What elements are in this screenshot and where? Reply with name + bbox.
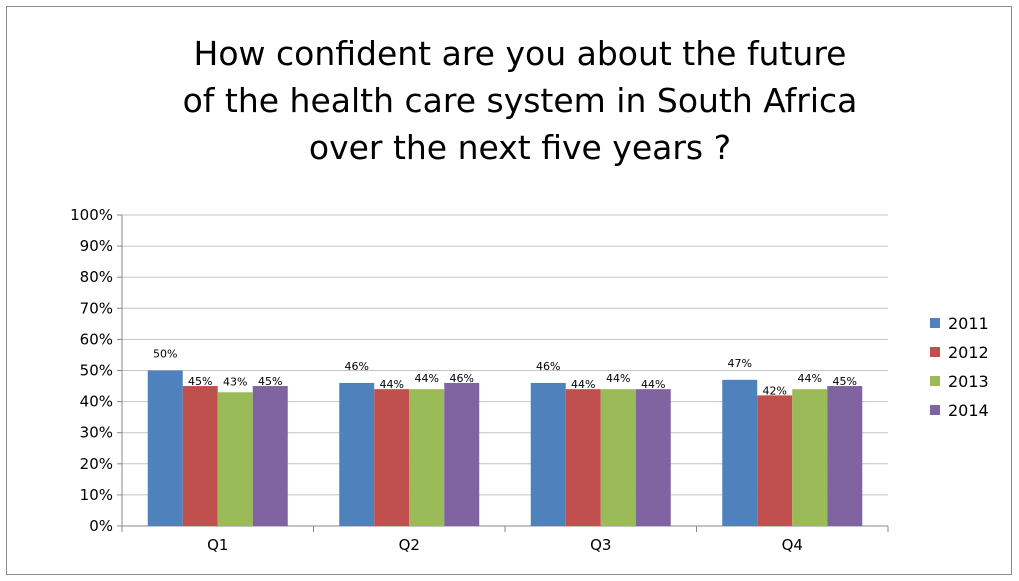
bar-2011-Q1 — [147, 370, 183, 526]
legend-label-2012: 2012 — [948, 343, 989, 362]
data-label: 47% — [728, 357, 752, 370]
y-tick-label: 10% — [80, 486, 113, 504]
bar-2013-Q3 — [600, 389, 636, 526]
y-tick-label: 100% — [70, 206, 113, 224]
legend-swatch-2013 — [930, 376, 940, 386]
bar-2012-Q3 — [565, 389, 601, 526]
data-label: 44% — [415, 372, 439, 385]
legend-swatch-2014 — [930, 405, 940, 415]
chart-title-line-2: of the health care system in South Afric… — [182, 81, 858, 120]
data-label: 46% — [450, 372, 474, 385]
axes: 0% 10% 20% 30% 40% 50% 60% 70% 80% 90% 100% Q1 Q2 Q3 Q… — [70, 206, 889, 554]
y-tick-label: 80% — [80, 268, 113, 286]
bar-2011-Q3 — [530, 382, 566, 526]
x-tick-label: Q4 — [782, 536, 803, 554]
y-tick-label: 70% — [80, 299, 113, 317]
y-tick-label: 0% — [89, 517, 113, 535]
bar-2013-Q4 — [792, 389, 828, 526]
data-label: 44% — [798, 372, 822, 385]
data-label: 45% — [833, 375, 857, 388]
data-label: 44% — [641, 378, 665, 391]
bar-2014-Q1 — [252, 386, 288, 526]
data-label: 44% — [380, 378, 404, 391]
legend-swatch-2011 — [930, 318, 940, 328]
data-label: 45% — [188, 375, 212, 388]
y-tick-label: 40% — [80, 393, 113, 411]
bar-2012-Q2 — [374, 389, 410, 526]
y-tick-label: 30% — [80, 424, 113, 442]
data-label: 50% — [153, 348, 177, 361]
data-labels: 50% 46% 46% 47% 45% 44% 44% 42% 43% 44% 44% 44% 45% 4… — [153, 348, 857, 398]
bar-2014-Q3 — [635, 389, 671, 526]
bar-2013-Q2 — [409, 389, 445, 526]
x-tick-label: Q2 — [399, 536, 420, 554]
data-label: 44% — [571, 378, 595, 391]
data-label: 46% — [345, 360, 369, 373]
x-tick-label: Q1 — [207, 536, 228, 554]
legend: 2011 2012 2013 2014 — [930, 314, 989, 420]
legend-label-2013: 2013 — [948, 372, 989, 391]
bar-2012-Q4 — [757, 395, 793, 526]
y-tick-label: 20% — [80, 455, 113, 473]
data-label: 42% — [763, 384, 787, 397]
bars — [147, 370, 863, 526]
y-tick-label: 50% — [80, 362, 113, 380]
bar-2012-Q1 — [182, 386, 218, 526]
bar-2013-Q1 — [217, 392, 253, 526]
bar-2011-Q4 — [722, 379, 758, 526]
y-tick-label: 60% — [80, 330, 113, 348]
data-label: 45% — [258, 375, 282, 388]
data-label: 44% — [606, 372, 630, 385]
bar-2014-Q2 — [444, 382, 480, 526]
x-tick-label: Q3 — [590, 536, 611, 554]
bar-2014-Q4 — [827, 386, 863, 526]
bar-2011-Q2 — [339, 382, 375, 526]
chart-title-line-3: over the next five years ? — [308, 128, 732, 167]
chart-title: How confident are you about the future o… — [0, 30, 1019, 171]
y-tick-label: 90% — [80, 237, 113, 255]
legend-label-2014: 2014 — [948, 401, 989, 420]
data-label: 46% — [536, 360, 560, 373]
data-label: 43% — [223, 375, 247, 388]
legend-swatch-2012 — [930, 347, 940, 357]
legend-label-2011: 2011 — [948, 314, 989, 333]
chart-title-line-1: How confident are you about the future — [193, 34, 847, 73]
